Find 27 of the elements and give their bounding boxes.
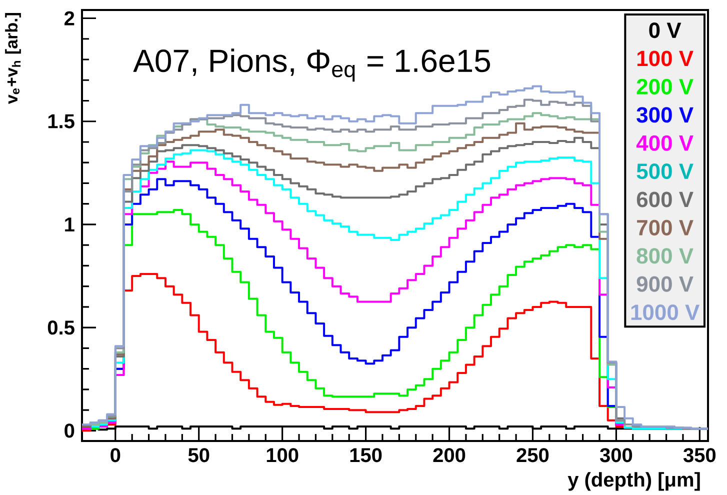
text: 100 V [637,50,694,66]
x-tick-label: 150 [350,448,382,462]
text: 400 V [636,135,694,151]
y-tick-label: 1 [65,218,74,232]
x-tick-label: 200 [433,448,466,462]
series-label: 800 V [636,248,694,264]
x-axis-title: y (depth) [μm] [568,472,700,491]
x-tick-label: 100 [266,448,298,462]
text: 200 V [636,78,694,94]
x-tick-label: 50 [188,448,210,462]
y-tick-label: 0 [64,424,74,438]
x-tick-label: 0 [110,448,120,462]
y-axis-title: v$_{e}$+v$_{h}$ [arb.] [5,13,21,104]
y-tick-label: 1.5 [48,114,74,128]
series-label: 500 V [636,164,694,180]
text: 300 V [636,107,694,123]
series-label: 900 V [636,276,694,292]
annotation: A07, Pions, Φ$_{eq}$ = 1.6e15 [133,48,490,82]
series-label: 600 V [636,192,694,208]
y-tick-label: 0.5 [48,320,74,335]
series-label: 700 V [637,220,694,236]
y-tick-label: 2 [64,11,74,26]
text: 0 V [649,22,682,38]
series-label: 1000 V [631,304,700,320]
x-tick-label: 250 [516,448,549,462]
x-tick-label: 350 [683,448,716,462]
x-tick-label: 300 [600,448,632,462]
